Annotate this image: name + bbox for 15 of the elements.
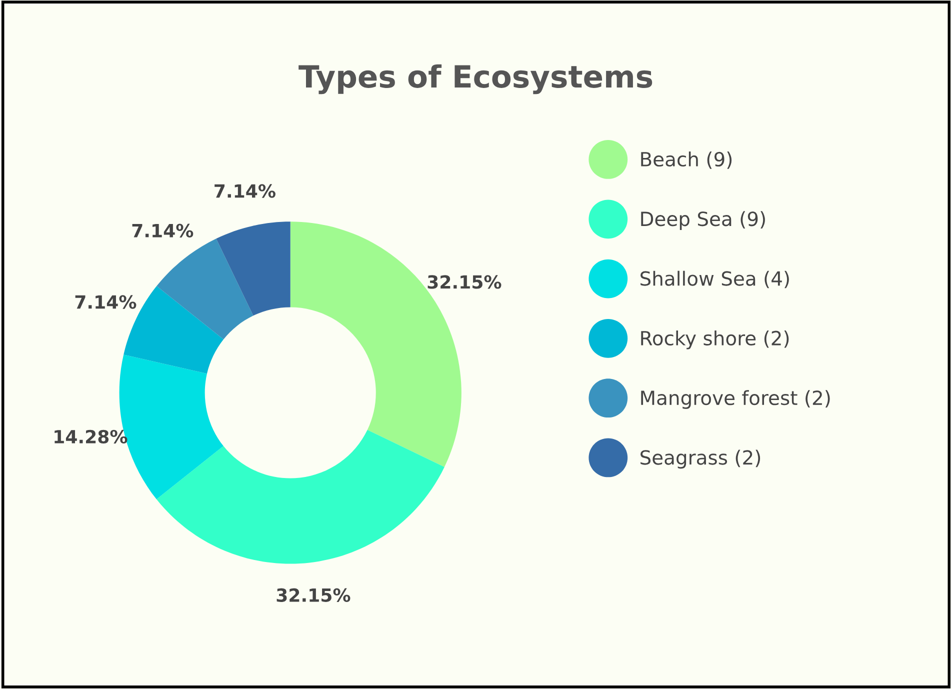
data-label: 7.14%	[132, 224, 194, 238]
donut-slice	[156, 238, 254, 340]
data-label: 7.14%	[214, 184, 276, 198]
legend-label: Beach (9)	[641, 152, 732, 169]
legend-label: Shallow Sea (4)	[640, 270, 789, 288]
legend-label: Rocky shore (2)	[641, 330, 789, 350]
legend-label: Mangrove forest (2)	[641, 390, 830, 409]
chart-title: Types of Ecosystems	[298, 64, 652, 94]
data-label: 32.15%	[428, 275, 502, 289]
data-label: 7.14%	[75, 295, 136, 309]
legend-label: Seagrass (2)	[640, 450, 760, 469]
legend-label: Deep Sea (9)	[641, 211, 765, 230]
donut-slice	[156, 430, 444, 564]
data-label: 32.15%	[276, 588, 350, 602]
donut-slice	[216, 222, 290, 316]
